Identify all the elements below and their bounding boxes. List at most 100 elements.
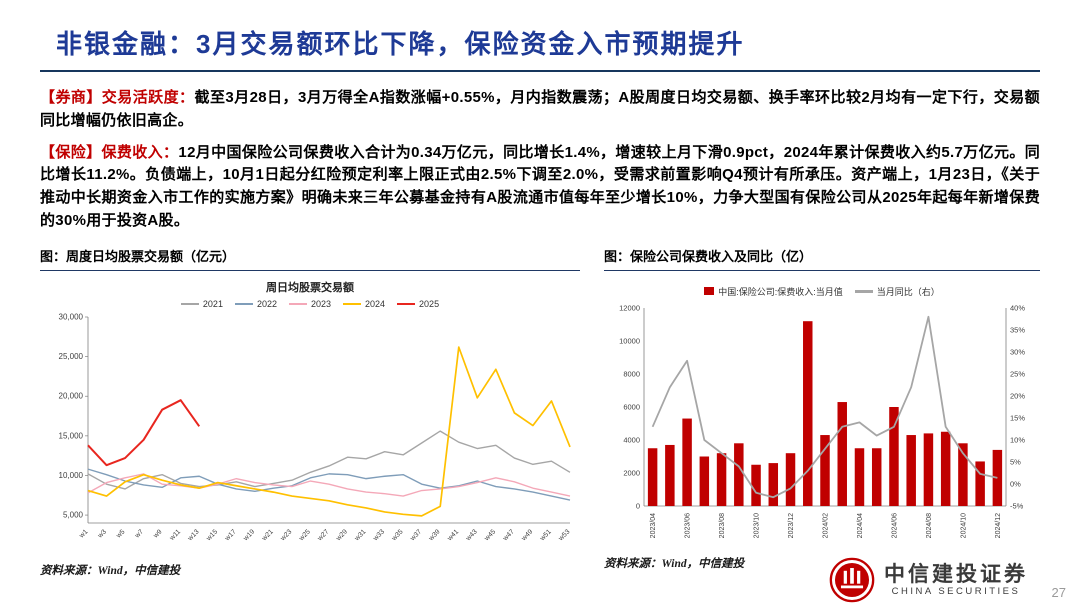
svg-text:2024/04: 2024/04 [857, 513, 864, 538]
legend-item-2021: 2021 [180, 299, 223, 309]
svg-text:2023/12: 2023/12 [788, 513, 795, 538]
svg-text:w25: w25 [297, 528, 312, 543]
svg-text:10,000: 10,000 [59, 471, 84, 480]
chart1-inner-title: 周日均股票交易额 [266, 281, 354, 294]
svg-text:w41: w41 [446, 528, 461, 543]
chart1-source: 资料来源：Wind，中信建投 [40, 564, 181, 577]
svg-text:w29: w29 [334, 528, 349, 543]
svg-text:30,000: 30,000 [59, 312, 84, 321]
chart2-source: 资料来源：Wind，中信建投 [604, 557, 745, 570]
svg-text:25,000: 25,000 [59, 352, 84, 361]
chart1-legend: 2021 2022 2023 2024 2025 [40, 299, 580, 309]
svg-text:w47: w47 [501, 528, 516, 543]
svg-text:w35: w35 [390, 528, 405, 543]
company-logo: 中信建投证券 CHINA SECURITIES [829, 557, 1028, 603]
svg-text:20%: 20% [1010, 391, 1025, 400]
paragraph-brokers-text: 截至3月28日，3月万得全A指数涨幅+0.55%，月内指数震荡；A股周度日均交易… [40, 89, 1040, 129]
svg-text:w27: w27 [316, 528, 331, 543]
chart2-legend: 中国:保险公司:保费收入:当月值 当月同比（右） [604, 285, 1040, 298]
svg-text:2024/12: 2024/12 [995, 513, 1002, 538]
legend-swatch [704, 287, 715, 296]
svg-text:w53: w53 [557, 528, 572, 543]
svg-text:0%: 0% [1010, 479, 1021, 488]
paragraph-insurance-lead: 【保险】保费收入： [40, 143, 179, 161]
svg-text:8000: 8000 [623, 369, 640, 378]
chart2-caption: 图：保险公司保费收入及同比（亿） [604, 248, 813, 264]
svg-text:35%: 35% [1010, 325, 1025, 334]
svg-text:w11: w11 [168, 528, 182, 542]
svg-text:w7: w7 [133, 528, 145, 540]
svg-text:w5: w5 [115, 528, 127, 540]
svg-text:w31: w31 [353, 528, 368, 543]
svg-text:10%: 10% [1010, 435, 1025, 444]
svg-text:w45: w45 [483, 528, 498, 543]
svg-text:w49: w49 [520, 528, 535, 543]
legend-item-2023: 2023 [288, 299, 331, 309]
svg-text:15%: 15% [1010, 413, 1025, 422]
charts-row: 图：周度日均股票交易额（亿元） 周日均股票交易额 2021 2022 2023 202… [0, 242, 1080, 578]
svg-text:2024/02: 2024/02 [823, 513, 830, 538]
svg-text:2024/10: 2024/10 [960, 513, 967, 538]
legend-swatch [397, 302, 416, 306]
svg-text:w23: w23 [279, 528, 294, 543]
header: 非银金融：3月交易额环比下降，保险资金入市预期提升 [0, 0, 1080, 61]
paragraph-brokers: 【券商】交易活跃度：截至3月28日，3月万得全A指数涨幅+0.55%，月内指数震… [40, 87, 1040, 133]
svg-text:5,000: 5,000 [63, 510, 84, 519]
legend-item-2024: 2024 [343, 299, 385, 309]
legend-swatch [854, 290, 873, 293]
svg-text:2023/04: 2023/04 [650, 513, 657, 538]
chart1-caption: 图：周度日均股票交易额（亿元） [40, 248, 236, 264]
svg-text:2023/06: 2023/06 [685, 513, 692, 538]
chart-block-premium-income: 图：保险公司保费收入及同比（亿） 中国:保险公司:保费收入:当月值 当月同比（右）… [604, 246, 1040, 578]
svg-text:w3: w3 [96, 528, 108, 540]
svg-text:w21: w21 [260, 528, 275, 543]
svg-text:12000: 12000 [619, 303, 640, 312]
legend-swatch [234, 302, 253, 306]
svg-text:w15: w15 [205, 528, 220, 543]
svg-text:2024/06: 2024/06 [891, 513, 898, 538]
svg-text:25%: 25% [1010, 369, 1025, 378]
company-logo-text: 中信建投证券 CHINA SECURITIES [884, 563, 1028, 597]
page-title: 非银金融：3月交易额环比下降，保险资金入市预期提升 [56, 29, 745, 59]
trading-volume-line-chart: 5,000 10,000 15,000 20,000 25,000 30,000 w1 w3 w… [59, 312, 572, 543]
legend-swatch [343, 302, 362, 306]
chart1-caption-wrap: 图：周度日均股票交易额（亿元） [40, 246, 580, 271]
legend-swatch [180, 302, 199, 306]
page-number: 27 [1051, 585, 1066, 600]
svg-text:10000: 10000 [619, 336, 640, 345]
paragraph-brokers-lead: 【券商】交易活跃度： [40, 89, 195, 106]
svg-text:w9: w9 [152, 528, 164, 540]
title-divider [40, 70, 1040, 72]
legend-item: 中国:保险公司:保费收入:当月值 [704, 285, 843, 298]
svg-text:15,000: 15,000 [59, 431, 84, 440]
premium-income-bar-chart: 0 2000 4000 6000 8000 10000 12000 -5% 0% 5% 10% 15%… [619, 303, 1025, 538]
svg-text:0: 0 [636, 501, 640, 510]
chart2-caption-wrap: 图：保险公司保费收入及同比（亿） [604, 246, 1040, 271]
logo-en: CHINA SECURITIES [891, 586, 1021, 598]
legend-item-2022: 2022 [234, 299, 277, 309]
svg-text:20,000: 20,000 [59, 392, 84, 401]
svg-text:5%: 5% [1010, 457, 1021, 466]
logo-cn: 中信建投证券 [884, 562, 1028, 586]
svg-text:w1: w1 [78, 528, 90, 540]
svg-text:2023/10: 2023/10 [754, 513, 761, 538]
svg-text:w17: w17 [223, 528, 238, 543]
paragraph-insurance: 【保险】保费收入：12月中国保险公司保费收入合计为0.34万亿元，同比增长1.4… [40, 142, 1040, 233]
svg-text:w43: w43 [464, 528, 479, 543]
legend-swatch [288, 302, 307, 306]
legend-item-2025: 2025 [397, 299, 439, 309]
chart-block-trading-volume: 图：周度日均股票交易额（亿元） 周日均股票交易额 2021 2022 2023 202… [40, 246, 580, 578]
svg-text:w51: w51 [538, 528, 553, 543]
svg-text:w19: w19 [242, 528, 257, 543]
body-text: 【券商】交易活跃度：截至3月28日，3月万得全A指数涨幅+0.55%，月内指数震… [0, 72, 1080, 233]
svg-text:30%: 30% [1010, 347, 1025, 356]
svg-text:w13: w13 [186, 528, 201, 543]
svg-text:w33: w33 [372, 528, 387, 543]
svg-text:2024/08: 2024/08 [926, 513, 933, 538]
svg-text:4000: 4000 [623, 435, 640, 444]
svg-text:40%: 40% [1010, 303, 1025, 312]
paragraph-insurance-text: 12月中国保险公司保费收入合计为0.34万亿元，同比增长1.4%，增速较上月下滑… [40, 143, 1041, 229]
svg-text:-5%: -5% [1010, 501, 1024, 510]
svg-text:2023/08: 2023/08 [719, 513, 726, 538]
